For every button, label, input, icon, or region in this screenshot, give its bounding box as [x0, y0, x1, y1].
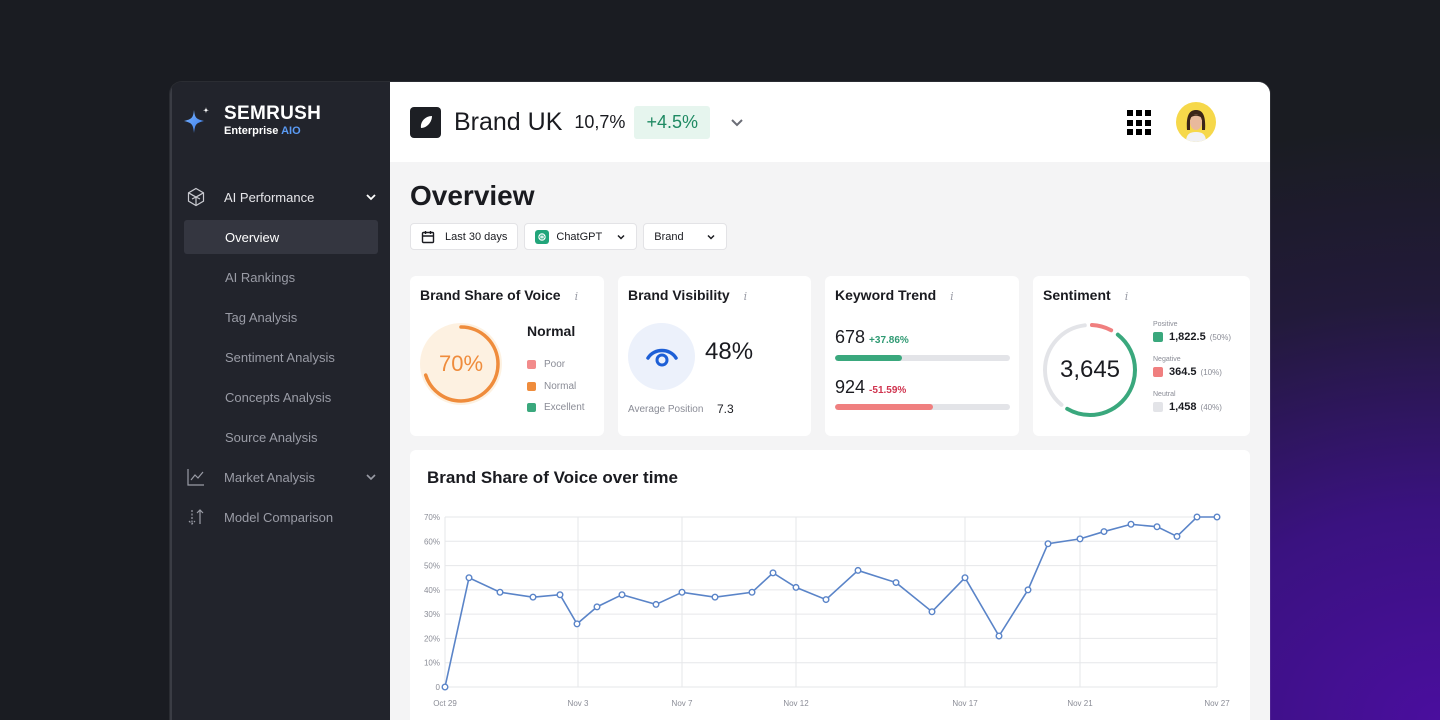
- top-bar: Brand UK 10,7% +4.5%: [390, 82, 1270, 162]
- logo-brand: SEMRUSH: [224, 103, 322, 124]
- eye-icon-container: [628, 323, 695, 390]
- logo-subtitle: Enterprise AIO: [224, 125, 301, 137]
- eye-icon: [645, 348, 678, 366]
- user-avatar[interactable]: [1176, 102, 1216, 142]
- sidebar-item-concepts-analysis[interactable]: Concepts Analysis: [225, 389, 332, 405]
- sentiment-card: Sentiment i 3,645 Positive 1,822.5 (50%) N…: [1033, 276, 1250, 436]
- chatgpt-icon: [535, 229, 550, 244]
- svg-text:Nov 17: Nov 17: [952, 699, 978, 708]
- card-title: Brand Share of Voice i: [420, 287, 579, 303]
- sidebar-item-source-analysis[interactable]: Source Analysis: [225, 429, 318, 445]
- share-status: Normal: [527, 323, 576, 339]
- info-icon[interactable]: i: [1124, 290, 1129, 303]
- share-of-voice-card: Brand Share of Voice i 70% Normal Poor No…: [410, 276, 604, 436]
- page-title: Overview: [410, 180, 535, 211]
- model-filter-label: ChatGPT: [556, 230, 603, 243]
- svg-text:20%: 20%: [424, 634, 440, 643]
- brand-switch-chevron-icon[interactable]: [728, 113, 746, 131]
- visibility-card: Brand Visibility i 48% Average Position 7…: [618, 276, 811, 436]
- semrush-logo[interactable]: SEMRUSH Enterprise AIO: [182, 104, 321, 137]
- visibility-value: 48%: [705, 338, 754, 365]
- card-title: Brand Visibility i: [628, 287, 748, 303]
- brand-share: 10,7%: [574, 111, 626, 132]
- svg-text:40%: 40%: [424, 586, 440, 595]
- avg-position-value: 7.3: [717, 402, 734, 416]
- sidebar-section-label: Model Comparison: [224, 509, 334, 525]
- card-title: Sentiment i: [1043, 287, 1129, 303]
- legend-item-poor: Poor: [527, 359, 585, 370]
- sidebar-item-sentiment-analysis[interactable]: Sentiment Analysis: [225, 349, 335, 365]
- chevron-down-icon[interactable]: [364, 470, 378, 484]
- date-range-filter[interactable]: Last 30 days: [410, 223, 519, 250]
- sidebar-item-tag-analysis[interactable]: Tag Analysis: [225, 309, 298, 325]
- sentiment-legend-negative: Negative 364.5 (10%): [1153, 356, 1222, 378]
- svg-text:Nov 12: Nov 12: [783, 699, 809, 708]
- sidebar-item-overview[interactable]: Overview: [184, 220, 378, 254]
- filter-bar: Last 30 days ChatGPT Brand: [410, 223, 727, 250]
- keyword-progress-up: [835, 355, 1010, 361]
- svg-text:Nov 21: Nov 21: [1067, 699, 1093, 708]
- apps-grid-icon[interactable]: [1127, 110, 1153, 136]
- chart-title: Brand Share of Voice over time: [427, 468, 678, 487]
- sort-arrows-icon: [188, 509, 204, 525]
- cube-icon: [187, 187, 205, 207]
- svg-text:Nov 27: Nov 27: [1204, 699, 1230, 708]
- keyword-row-up: 678 +37.86%: [835, 327, 909, 347]
- chevron-down-icon: [617, 234, 625, 240]
- keyword-progress-down: [835, 404, 1010, 410]
- svg-text:Oct 29: Oct 29: [433, 699, 457, 708]
- svg-text:10%: 10%: [424, 659, 440, 668]
- app-window: SEMRUSH Enterprise AIO AI Performance Ov…: [170, 82, 1270, 720]
- sentiment-total: 3,645: [1059, 356, 1121, 383]
- sidebar-section-label: Market Analysis: [224, 469, 316, 485]
- sidebar-nav: AI Performance Overview AI Rankings Tag …: [172, 180, 390, 534]
- main-content: Brand UK 10,7% +4.5% Overview: [390, 82, 1270, 720]
- share-legend: Poor Normal Excellent: [527, 359, 585, 424]
- info-icon[interactable]: i: [574, 290, 579, 303]
- calendar-icon: [421, 230, 435, 243]
- card-title: Keyword Trend i: [835, 287, 954, 303]
- legend-item-normal: Normal: [527, 381, 585, 392]
- info-icon[interactable]: i: [950, 290, 954, 303]
- svg-text:60%: 60%: [424, 537, 440, 546]
- share-value: 70%: [438, 351, 484, 376]
- svg-text:Nov 3: Nov 3: [568, 699, 589, 708]
- sentiment-donut: [1043, 323, 1137, 417]
- legend-item-excellent: Excellent: [527, 402, 585, 413]
- sidebar-item-ai-rankings[interactable]: AI Rankings: [225, 269, 296, 285]
- sidebar: SEMRUSH Enterprise AIO AI Performance Ov…: [170, 82, 390, 720]
- chevron-down-icon: [707, 234, 715, 240]
- info-icon[interactable]: i: [743, 290, 748, 303]
- brand-name: Brand UK: [454, 107, 563, 136]
- brand-logo-icon: [410, 106, 441, 138]
- sparkle-icon: [184, 107, 209, 133]
- keyword-row-down: 924 -51.59%: [835, 377, 907, 397]
- sentiment-legend-neutral: Neutral 1,458 (40%): [1153, 391, 1222, 413]
- svg-text:Nov 7: Nov 7: [672, 699, 693, 708]
- sidebar-section-market-analysis[interactable]: Market Analysis: [172, 460, 390, 494]
- model-filter[interactable]: ChatGPT: [524, 223, 638, 250]
- share-over-time-chart[interactable]: 0 10% 20% 30% 40% 50% 60% 70% Oct 29 Nov 3 Nov 7 No…: [410, 450, 1250, 720]
- svg-text:30%: 30%: [424, 610, 440, 619]
- sidebar-section-model-comparison[interactable]: Model Comparison: [172, 500, 390, 534]
- svg-text:70%: 70%: [424, 513, 440, 522]
- sidebar-section-ai-performance[interactable]: AI Performance: [172, 180, 390, 214]
- share-gauge: [420, 323, 502, 405]
- svg-text:50%: 50%: [424, 562, 440, 571]
- brand-delta-badge: +4.5%: [634, 105, 710, 139]
- avg-position-label: Average Position: [628, 404, 704, 415]
- chevron-down-icon[interactable]: [364, 190, 378, 204]
- entity-filter-label: Brand: [654, 230, 684, 243]
- share-over-time-card: Brand Share of Voice over time 0 10% 20% 30…: [410, 450, 1250, 720]
- entity-filter[interactable]: Brand: [643, 223, 727, 250]
- svg-text:0: 0: [436, 683, 441, 692]
- line-chart-icon: [187, 469, 204, 486]
- keyword-trend-card: Keyword Trend i 678 +37.86% 924 -51.59%: [825, 276, 1019, 436]
- sentiment-legend-positive: Positive 1,822.5 (50%): [1153, 321, 1232, 343]
- date-range-label: Last 30 days: [445, 230, 508, 243]
- sidebar-section-label: AI Performance: [224, 189, 315, 205]
